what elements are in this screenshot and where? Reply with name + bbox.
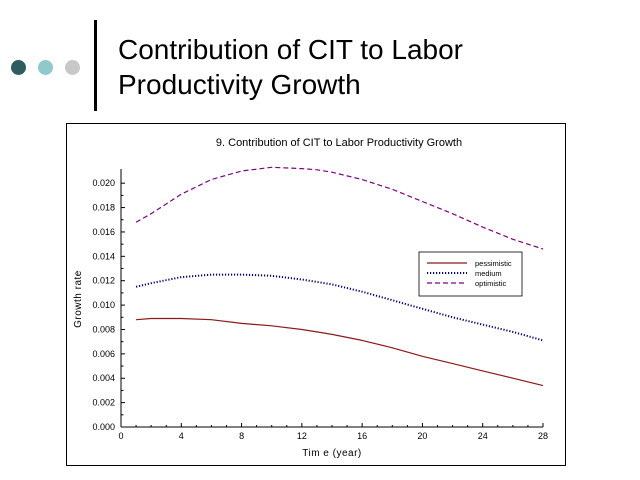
x-tick-label: 0	[118, 431, 123, 441]
y-tick-label: 0.016	[92, 227, 115, 237]
chart-figure: 9. Contribution of CIT to Labor Producti…	[66, 123, 566, 466]
title-divider	[94, 20, 97, 111]
slide-title: Contribution of CIT to Labor Productivit…	[118, 32, 618, 102]
x-tick-label: 4	[179, 431, 184, 441]
bullet-dot-gray	[65, 60, 80, 75]
y-axis-label: Growth rate	[73, 270, 84, 328]
series-line-optimistic	[135, 166, 544, 250]
x-tick-label: 8	[239, 431, 244, 441]
x-axis-label: Tim e (year)	[302, 448, 362, 459]
legend-label-medium: medium	[475, 269, 502, 278]
slide-title-line2: Productivity Growth	[118, 69, 361, 100]
legend-label-optimistic: optimistic	[475, 279, 507, 288]
bullet-dot-dark	[11, 60, 26, 75]
legend-label-pessimistic: pessimistic	[475, 259, 512, 268]
y-tick-label: 0.014	[92, 251, 115, 261]
bullet-dot-teal	[38, 60, 53, 75]
y-tick-label: 0.012	[92, 276, 115, 286]
x-tick-label: 12	[297, 431, 307, 441]
series-line-pessimistic	[136, 317, 544, 387]
y-tick-label: 0.006	[92, 349, 115, 359]
y-tick-label: 0.004	[92, 373, 115, 383]
x-tick-label: 24	[478, 431, 488, 441]
y-tick-label: 0.002	[92, 398, 115, 408]
line-chart: 9. Contribution of CIT to Labor Producti…	[73, 137, 548, 459]
chart-title: 9. Contribution of CIT to Labor Producti…	[216, 137, 462, 149]
y-tick-label: 0.008	[92, 324, 115, 334]
y-tick-label: 0.010	[92, 300, 115, 310]
x-tick-label: 20	[417, 431, 427, 441]
y-tick-label: 0.018	[92, 203, 115, 213]
y-tick-label: 0.020	[92, 178, 115, 188]
series-line-medium	[135, 273, 544, 342]
x-tick-label: 16	[357, 431, 367, 441]
slide-title-line1: Contribution of CIT to Labor	[118, 34, 464, 65]
y-tick-label: 0.000	[92, 422, 115, 432]
x-tick-label: 28	[538, 431, 548, 441]
